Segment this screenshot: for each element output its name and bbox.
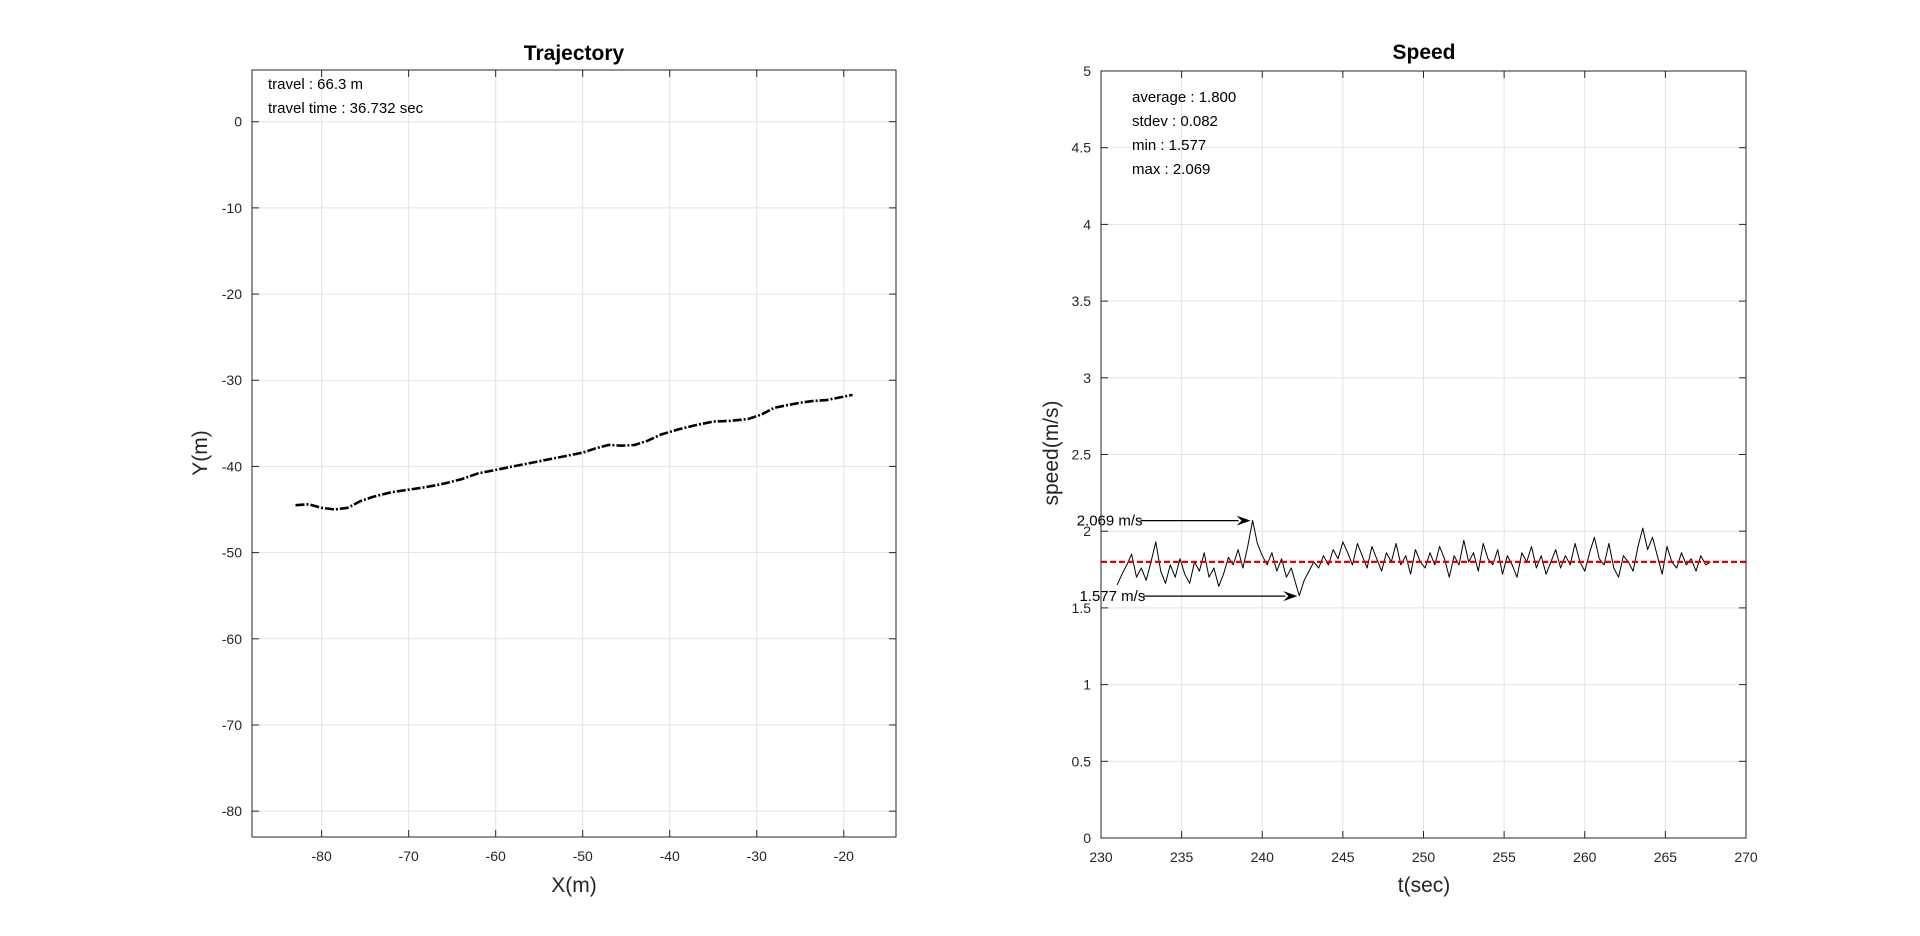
y-tick-label: 2: [1083, 523, 1091, 539]
trajectory-series-line: [295, 393, 853, 511]
x-tick-label: 250: [1412, 849, 1436, 865]
y-tick-label: 3: [1083, 370, 1091, 386]
x-tick-label: 245: [1331, 849, 1355, 865]
x-tick-label: -40: [660, 848, 680, 864]
y-tick-label: 4.5: [1072, 140, 1092, 156]
x-tick-label: 260: [1573, 849, 1597, 865]
trajectory-ylabel: Y(m): [189, 430, 212, 476]
trajectory-xlabel: X(m): [551, 874, 597, 897]
y-tick-label: 3.5: [1072, 293, 1092, 309]
speed-axes: 230 235 240 245 250 255 260 265 270 0 0.5 1 1.5 2 2.5 3…: [1040, 41, 1758, 897]
speed-callouts: 2.069 m/s 1.577 m/s: [1077, 513, 1298, 605]
trajectory-ticks: -80 -70 -60 -50 -40 -30 -20 0 -10 -20 -30 -40 -50 -60…: [222, 70, 896, 864]
callout-label: 1.577 m/s: [1079, 588, 1145, 605]
speed-stdev-note: stdev : 0.082: [1132, 113, 1218, 130]
callout-arrowhead: [1283, 591, 1298, 602]
x-tick-label: -60: [486, 848, 506, 864]
y-tick-label: -50: [222, 545, 242, 561]
trajectory-travel-note: travel : 66.3 m: [268, 76, 363, 93]
trajectory-axes-frame: [251, 69, 897, 838]
y-tick-label: -70: [222, 717, 242, 733]
x-tick-label: 235: [1170, 849, 1194, 865]
trajectory-travel-time-note: travel time : 36.732 sec: [268, 100, 424, 117]
y-tick-label: 1.5: [1072, 600, 1092, 616]
y-tick-label: -20: [222, 286, 242, 302]
x-tick-label: -20: [834, 848, 854, 864]
trajectory-title: Trajectory: [524, 42, 625, 65]
x-tick-label: 230: [1089, 849, 1113, 865]
trajectory-axes: -80 -70 -60 -50 -40 -30 -20 0 -10 -20 -30 -40 -50 -60…: [189, 42, 897, 897]
x-tick-label: 270: [1734, 849, 1758, 865]
y-tick-label: -80: [222, 803, 242, 819]
y-tick-label: 2.5: [1072, 447, 1092, 463]
x-tick-label: -70: [399, 848, 419, 864]
x-tick-label: 265: [1654, 849, 1678, 865]
y-tick-label: 0: [1083, 830, 1091, 846]
x-tick-label: -30: [747, 848, 767, 864]
trajectory-path: [295, 393, 853, 511]
speed-average-note: average : 1.800: [1132, 89, 1236, 106]
x-tick-label: 240: [1251, 849, 1275, 865]
speed-max-note: max : 2.069: [1132, 161, 1210, 178]
x-tick-label: 255: [1492, 849, 1516, 865]
x-tick-label: -80: [312, 848, 332, 864]
callout-label: 2.069 m/s: [1077, 513, 1143, 530]
speed-min-note: min : 1.577: [1132, 137, 1206, 154]
y-tick-label: -30: [222, 372, 242, 388]
y-tick-label: -10: [222, 200, 242, 216]
y-tick-label: 0.5: [1072, 753, 1092, 769]
speed-xlabel: t(sec): [1398, 874, 1451, 897]
y-tick-label: 1: [1083, 677, 1091, 693]
y-tick-label: 4: [1083, 216, 1091, 232]
y-tick-label: -40: [222, 458, 242, 474]
y-tick-label: 5: [1083, 63, 1091, 79]
trajectory-grid: [252, 70, 896, 837]
y-tick-label: -60: [222, 631, 242, 647]
speed-ylabel: speed(m/s): [1040, 400, 1063, 505]
speed-axes-frame: [1100, 70, 1747, 839]
speed-title: Speed: [1392, 41, 1455, 64]
x-tick-label: -50: [573, 848, 593, 864]
y-tick-label: 0: [234, 114, 242, 130]
callout-arrowhead: [1236, 515, 1251, 526]
